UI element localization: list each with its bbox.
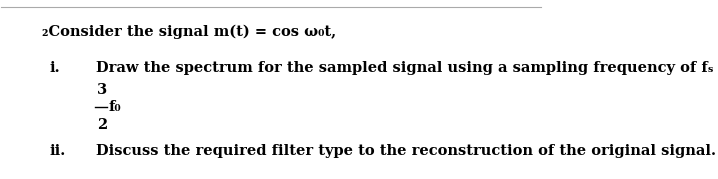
Text: ₂Consider the signal m(t) = cos ω₀t,: ₂Consider the signal m(t) = cos ω₀t, xyxy=(42,24,336,38)
Text: f₀: f₀ xyxy=(108,100,121,114)
Text: 2: 2 xyxy=(98,118,108,132)
Text: ii.: ii. xyxy=(50,144,66,158)
Text: i.: i. xyxy=(50,61,60,75)
Text: 3: 3 xyxy=(98,83,108,96)
Text: Discuss the required filter type to the reconstruction of the original signal.: Discuss the required filter type to the … xyxy=(95,144,716,158)
Text: Draw the spectrum for the sampled signal using a sampling frequency of fₛ =: Draw the spectrum for the sampled signal… xyxy=(95,61,718,75)
